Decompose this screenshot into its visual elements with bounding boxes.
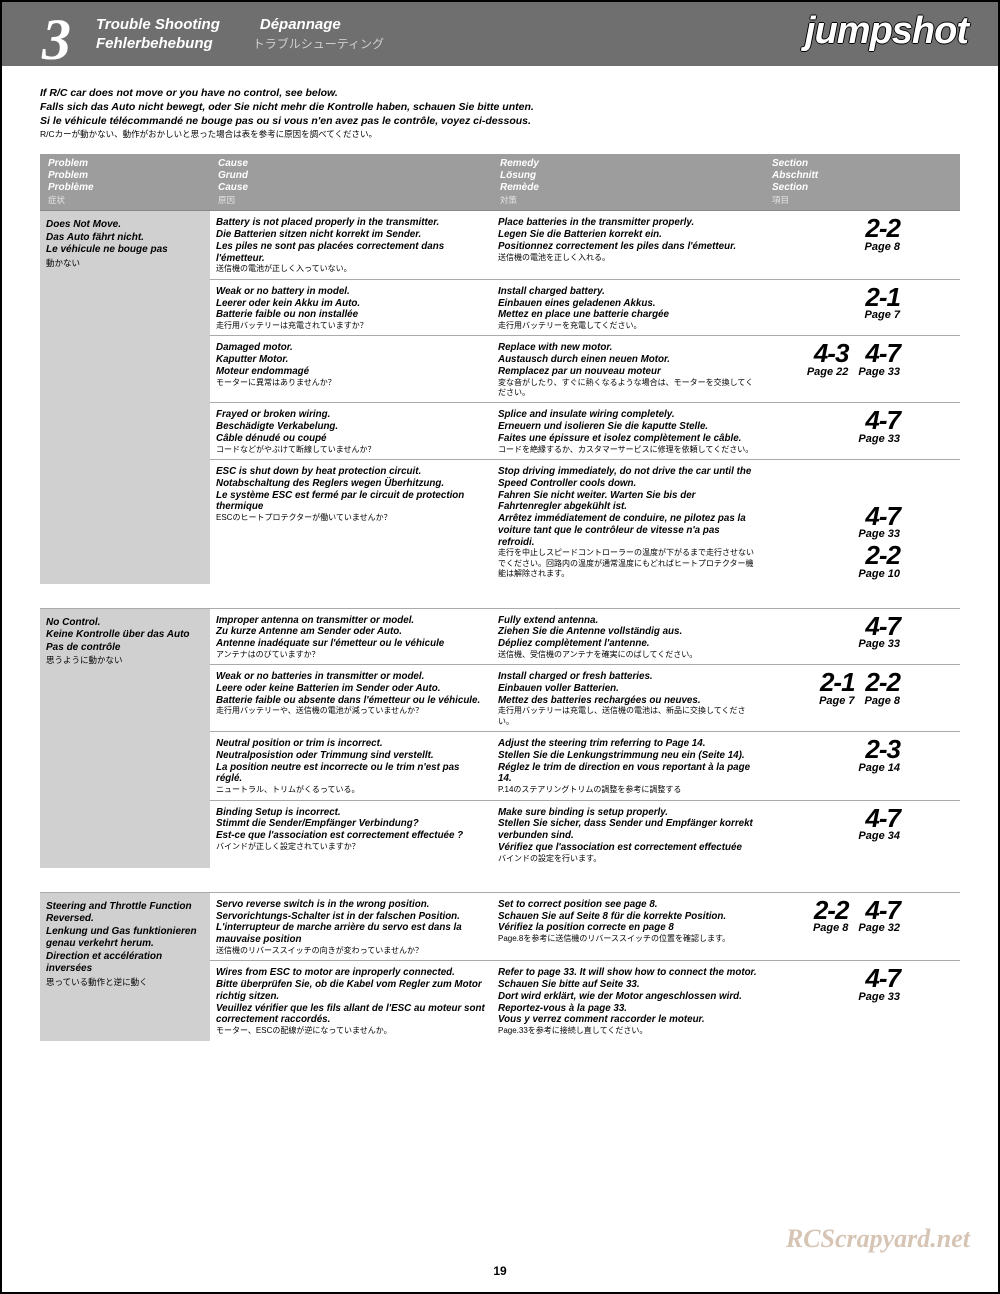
- cause-cell: Battery is not placed properly in the tr…: [210, 217, 492, 274]
- title-en: Trouble Shooting: [96, 16, 220, 33]
- remedy-cell: Fully extend antenna.Ziehen Sie die Ante…: [492, 615, 764, 661]
- manual-page: 3 Trouble Shooting Dépannage Fehlerbeheb…: [0, 0, 1000, 1294]
- intro-jp: R/Cカーが動かない、動作がおかしいと思った場合は表を参考に原因を調べてください…: [40, 129, 960, 141]
- section-ref: 4-7Page 33: [858, 615, 900, 650]
- section-cell: 4-3Page 22 4-7Page 33: [764, 342, 904, 398]
- section-ref: 4-7Page 32: [858, 899, 900, 934]
- th-remedy: Remedy Lösung Remède 対策: [500, 158, 772, 206]
- rows-cell: Improper antenna on transmitter or model…: [210, 609, 960, 868]
- page-number: 19: [2, 1264, 998, 1278]
- content: If R/C car does not move or you have no …: [2, 66, 998, 1051]
- problem-cell: Steering and Throttle Function Reversed.…: [40, 893, 210, 1041]
- remedy-cell: Refer to page 33. It will show how to co…: [492, 967, 764, 1036]
- section-cell: 4-7Page 34: [764, 807, 904, 864]
- th-section: Section Abschnitt Section 項目: [772, 158, 912, 206]
- table-row: Damaged motor.Kaputter Motor.Moteur endo…: [210, 335, 960, 402]
- cause-cell: Damaged motor.Kaputter Motor.Moteur endo…: [210, 342, 492, 398]
- section-cell: 2-1Page 7 2-2Page 8: [764, 671, 904, 727]
- cause-cell: Improper antenna on transmitter or model…: [210, 615, 492, 661]
- table-header: Problem Problem Problème 症状 Cause Grund …: [40, 154, 960, 210]
- cause-cell: Weak or no batteries in transmitter or m…: [210, 671, 492, 727]
- problem-group: Does Not Move.Das Auto fährt nicht.Le vé…: [40, 211, 960, 583]
- table-row: Neutral position or trim is incorrect.Ne…: [210, 731, 960, 799]
- section-ref: 4-7Page 33: [858, 342, 900, 377]
- section-ref: 2-3Page 14: [858, 738, 900, 773]
- table-row: Wires from ESC to motor are inproperly c…: [210, 960, 960, 1040]
- cause-cell: Servo reverse switch is in the wrong pos…: [210, 899, 492, 956]
- table-row: Weak or no battery in model.Leerer oder …: [210, 279, 960, 336]
- cause-cell: Frayed or broken wiring.Beschädigte Verk…: [210, 409, 492, 455]
- section-ref: 4-7Page 33: [858, 967, 900, 1002]
- remedy-cell: Install charged or fresh batteries.Einba…: [492, 671, 764, 727]
- intro-en: If R/C car does not move or you have no …: [40, 86, 960, 100]
- title-jp: トラブルシューティング: [253, 35, 384, 52]
- section-number: 3: [42, 6, 71, 73]
- section-ref: 4-7Page 34: [858, 807, 900, 842]
- section-cell: 4-7Page 33: [764, 615, 904, 661]
- cause-cell: ESC is shut down by heat protection circ…: [210, 466, 492, 579]
- logo: jumpshot: [805, 10, 968, 53]
- remedy-cell: Replace with new motor.Austausch durch e…: [492, 342, 764, 398]
- header-bar: 3 Trouble Shooting Dépannage Fehlerbeheb…: [2, 2, 998, 66]
- problem-group: No Control.Keine Kontrolle über das Auto…: [40, 608, 960, 868]
- section-ref: 4-7Page 33: [858, 409, 900, 444]
- logo-text: jumpshot: [805, 10, 968, 52]
- table-row: Servo reverse switch is in the wrong pos…: [210, 893, 960, 960]
- intro-fr: Si le véhicule télécommandé ne bouge pas…: [40, 114, 960, 128]
- section-cell: 4-7Page 33: [764, 967, 904, 1036]
- table-row: ESC is shut down by heat protection circ…: [210, 459, 960, 583]
- section-ref: 2-2Page 10: [858, 544, 900, 579]
- table-row: Frayed or broken wiring.Beschädigte Verk…: [210, 402, 960, 459]
- title-fr: Dépannage: [260, 16, 341, 33]
- remedy-cell: Stop driving immediately, do not drive t…: [492, 466, 764, 579]
- section-cell: 2-1Page 7: [764, 286, 904, 332]
- cause-cell: Weak or no battery in model.Leerer oder …: [210, 286, 492, 332]
- table-row: Improper antenna on transmitter or model…: [210, 609, 960, 665]
- header-titles: Trouble Shooting Dépannage Fehlerbehebun…: [96, 16, 384, 52]
- troubleshoot-table: Does Not Move.Das Auto fährt nicht.Le vé…: [40, 210, 960, 1040]
- table-row: Weak or no batteries in transmitter or m…: [210, 664, 960, 731]
- section-ref: 4-7Page 33: [858, 505, 900, 540]
- th-cause: Cause Grund Cause 原因: [218, 158, 500, 206]
- rows-cell: Servo reverse switch is in the wrong pos…: [210, 893, 960, 1041]
- remedy-cell: Set to correct position see page 8.Schau…: [492, 899, 764, 956]
- section-cell: 2-3Page 14: [764, 738, 904, 795]
- section-cell: 2-2Page 8 4-7Page 32: [764, 899, 904, 956]
- section-cell: 4-7Page 33: [764, 409, 904, 455]
- th-problem: Problem Problem Problème 症状: [48, 158, 218, 206]
- problem-group: Steering and Throttle Function Reversed.…: [40, 892, 960, 1041]
- remedy-cell: Adjust the steering trim referring to Pa…: [492, 738, 764, 795]
- section-ref: 2-1Page 7: [865, 286, 900, 321]
- cause-cell: Neutral position or trim is incorrect.Ne…: [210, 738, 492, 795]
- remedy-cell: Install charged battery.Einbauen eines g…: [492, 286, 764, 332]
- cause-cell: Wires from ESC to motor are inproperly c…: [210, 967, 492, 1036]
- table-row: Battery is not placed properly in the tr…: [210, 211, 960, 278]
- section-cell: 4-7Page 33 2-2Page 10: [764, 466, 904, 579]
- cause-cell: Binding Setup is incorrect.Stimmt die Se…: [210, 807, 492, 864]
- section-ref: 2-1Page 7: [819, 671, 854, 706]
- title-de: Fehlerbehebung: [96, 35, 213, 52]
- watermark: RCScrapyard.net: [786, 1224, 970, 1254]
- section-cell: 2-2Page 8: [764, 217, 904, 274]
- section-ref: 2-2Page 8: [865, 671, 900, 706]
- section-ref: 4-3Page 22: [807, 342, 849, 377]
- remedy-cell: Place batteries in the transmitter prope…: [492, 217, 764, 274]
- problem-cell: Does Not Move.Das Auto fährt nicht.Le vé…: [40, 211, 210, 583]
- problem-cell: No Control.Keine Kontrolle über das Auto…: [40, 609, 210, 868]
- intro-de: Falls sich das Auto nicht bewegt, oder S…: [40, 100, 960, 114]
- remedy-cell: Splice and insulate wiring completely.Er…: [492, 409, 764, 455]
- section-ref: 2-2Page 8: [813, 899, 848, 934]
- rows-cell: Battery is not placed properly in the tr…: [210, 211, 960, 583]
- remedy-cell: Make sure binding is setup properly.Stel…: [492, 807, 764, 864]
- intro-text: If R/C car does not move or you have no …: [40, 86, 960, 140]
- section-ref: 2-2Page 8: [865, 217, 900, 252]
- table-row: Binding Setup is incorrect.Stimmt die Se…: [210, 800, 960, 868]
